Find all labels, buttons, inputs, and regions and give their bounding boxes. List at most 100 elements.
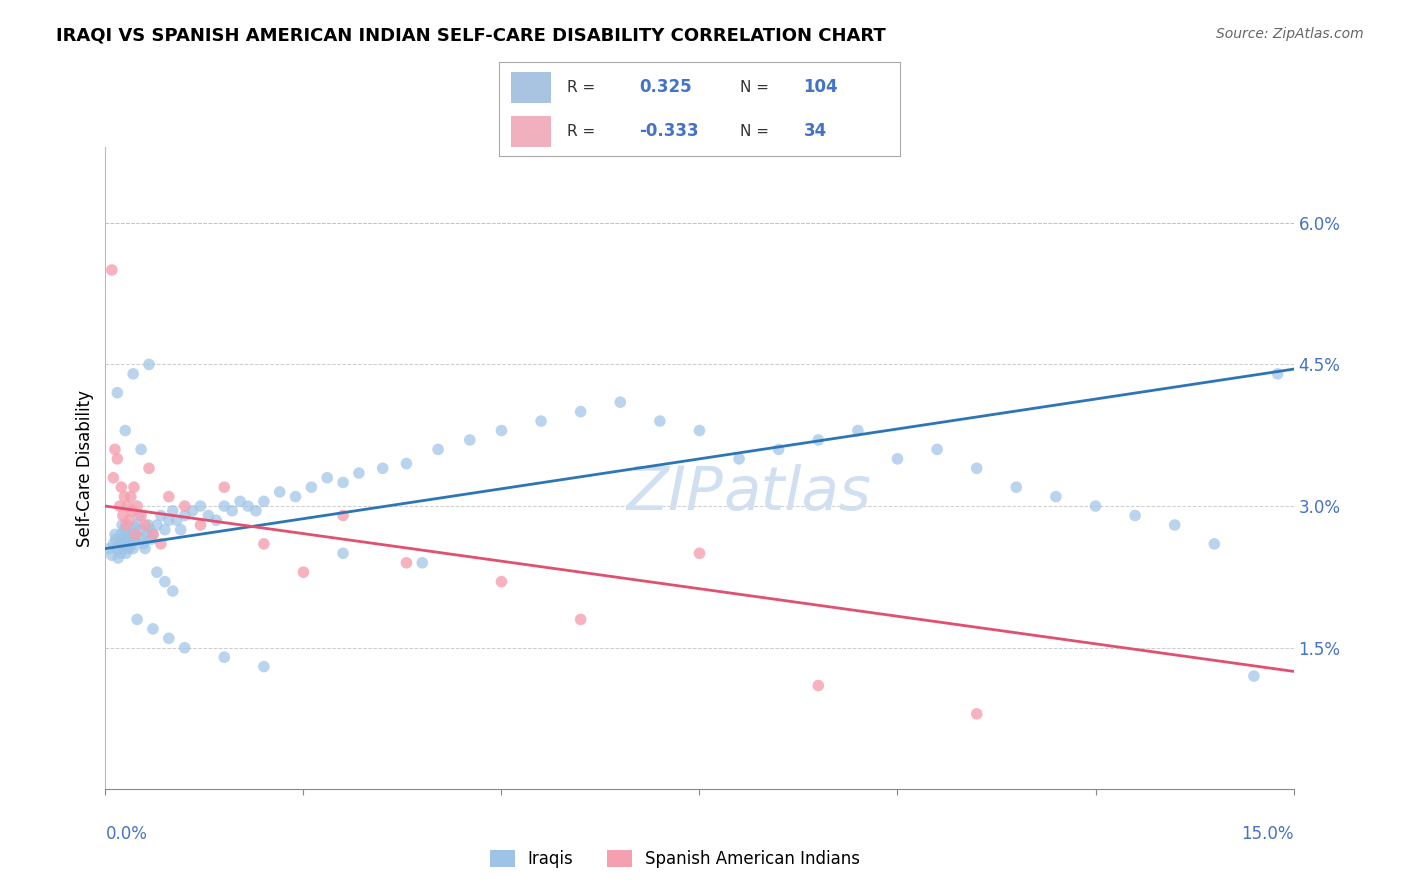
Point — [1005, 480, 1028, 494]
Point — [332, 546, 354, 560]
Point — [253, 537, 276, 551]
Point — [190, 518, 212, 533]
Point — [491, 424, 513, 438]
Y-axis label: Self-Care Disability: Self-Care Disability — [76, 390, 94, 547]
Point — [111, 532, 134, 546]
Point — [141, 532, 163, 546]
Text: 34: 34 — [804, 122, 827, 140]
Point — [1045, 490, 1067, 504]
Point — [104, 442, 127, 457]
Point — [121, 504, 143, 518]
Point — [127, 612, 149, 626]
Point — [966, 461, 988, 475]
Point — [111, 518, 134, 533]
Point — [689, 424, 711, 438]
Point — [138, 461, 160, 475]
Point — [117, 499, 139, 513]
Point — [157, 513, 180, 527]
Point — [142, 527, 165, 541]
Point — [117, 541, 139, 556]
Point — [104, 532, 127, 546]
Point — [132, 537, 155, 551]
Point — [118, 513, 141, 527]
Point — [136, 518, 159, 533]
Point — [166, 513, 188, 527]
Point — [122, 367, 145, 381]
Point — [236, 499, 259, 513]
Point — [153, 523, 176, 537]
Point — [807, 433, 830, 447]
Point — [299, 480, 322, 494]
Point — [114, 523, 136, 537]
Text: -0.333: -0.333 — [640, 122, 699, 140]
Point — [966, 706, 988, 721]
Point — [530, 414, 553, 428]
Point — [569, 612, 592, 626]
Point — [108, 499, 131, 513]
Point — [121, 535, 143, 549]
Point — [316, 471, 339, 485]
Point — [104, 527, 127, 541]
FancyBboxPatch shape — [512, 116, 551, 147]
Point — [134, 518, 156, 533]
Point — [221, 504, 243, 518]
Point — [347, 466, 370, 480]
Point — [114, 490, 136, 504]
Point — [927, 442, 949, 457]
Point — [181, 504, 204, 518]
Point — [162, 504, 184, 518]
Text: R =: R = — [567, 124, 600, 139]
Point — [153, 574, 176, 589]
Text: ZIP: ZIP — [627, 465, 723, 524]
Point — [118, 537, 141, 551]
Point — [115, 527, 138, 541]
Point — [253, 659, 276, 673]
Point — [103, 537, 125, 551]
Point — [395, 556, 418, 570]
Point — [121, 529, 143, 543]
Point — [131, 532, 153, 546]
Point — [129, 523, 152, 537]
Point — [284, 490, 307, 504]
Point — [411, 556, 433, 570]
Point — [110, 480, 132, 494]
Point — [128, 508, 150, 523]
Point — [101, 548, 124, 562]
Point — [689, 546, 711, 560]
Point — [157, 490, 180, 504]
Point — [122, 480, 145, 494]
Point — [120, 490, 142, 504]
Point — [129, 442, 152, 457]
Text: Source: ZipAtlas.com: Source: ZipAtlas.com — [1216, 27, 1364, 41]
Text: 0.325: 0.325 — [640, 78, 692, 96]
Point — [111, 508, 134, 523]
Point — [846, 424, 869, 438]
Text: N =: N = — [740, 124, 773, 139]
Point — [292, 565, 315, 579]
Point — [107, 551, 129, 566]
Point — [142, 622, 165, 636]
Point — [142, 527, 165, 541]
Point — [127, 518, 149, 533]
Point — [332, 475, 354, 490]
Point — [162, 584, 184, 599]
Point — [1123, 508, 1146, 523]
Point — [146, 565, 169, 579]
Legend: Iraqis, Spanish American Indians: Iraqis, Spanish American Indians — [482, 843, 868, 875]
Point — [371, 461, 394, 475]
Point — [197, 508, 219, 523]
Point — [115, 546, 138, 560]
Point — [146, 518, 169, 533]
Point — [214, 480, 236, 494]
Point — [1243, 669, 1265, 683]
Point — [105, 385, 128, 400]
Point — [105, 541, 128, 556]
Point — [124, 527, 146, 541]
Point — [427, 442, 450, 457]
Point — [149, 508, 172, 523]
Point — [149, 537, 172, 551]
Point — [253, 494, 276, 508]
Point — [138, 358, 160, 372]
Point — [117, 532, 139, 546]
Point — [332, 508, 354, 523]
